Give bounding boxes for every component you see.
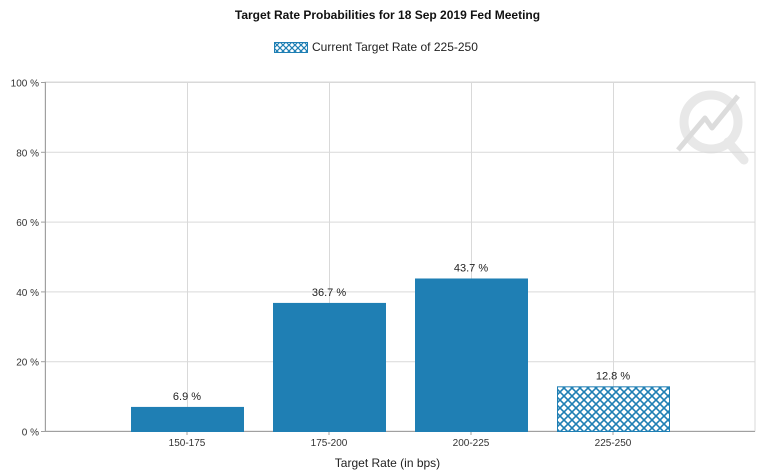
bar-200-225	[415, 278, 528, 432]
x-axis-label: Target Rate (in bps)	[334, 456, 441, 470]
legend-swatch-hatched	[274, 41, 308, 53]
grid-layer	[41, 81, 756, 435]
x-tick-label-225-250: 225-250	[595, 438, 632, 449]
chart-title: Target Rate Probabilities for 18 Sep 201…	[234, 8, 541, 22]
data-label-225-250: 12.8 %	[596, 370, 630, 382]
data-label-200-225: 43.7 %	[454, 262, 488, 274]
y-tick-label: 40 %	[16, 288, 39, 299]
y-tick-label: 0 %	[22, 428, 39, 439]
y-tick-label: 20 %	[16, 358, 39, 369]
bar-175-200	[273, 302, 386, 432]
bar-225-250	[557, 386, 670, 433]
bar-150-175	[131, 406, 244, 433]
data-label-175-200: 36.7 %	[312, 287, 346, 299]
legend: Current Target Rate of 225-250	[274, 40, 478, 54]
watermark-logo-icon	[676, 90, 749, 165]
x-tick-label-200-225: 200-225	[453, 438, 490, 449]
legend-label: Current Target Rate of 225-250	[312, 40, 478, 54]
bars-layer	[131, 278, 670, 433]
y-tick-label: 80 %	[16, 148, 39, 159]
y-tick-label: 100 %	[11, 79, 39, 90]
x-tick-label-175-200: 175-200	[311, 438, 348, 449]
y-tick-label: 60 %	[16, 218, 39, 229]
plot-border	[44, 81, 756, 432]
labels-layer: 0 % 20 % 40 % 60 % 80 % 100 % 6.9 % 150-175 36.7…	[11, 79, 632, 450]
data-label-150-175: 6.9 %	[173, 391, 201, 403]
x-tick-label-150-175: 150-175	[169, 438, 206, 449]
